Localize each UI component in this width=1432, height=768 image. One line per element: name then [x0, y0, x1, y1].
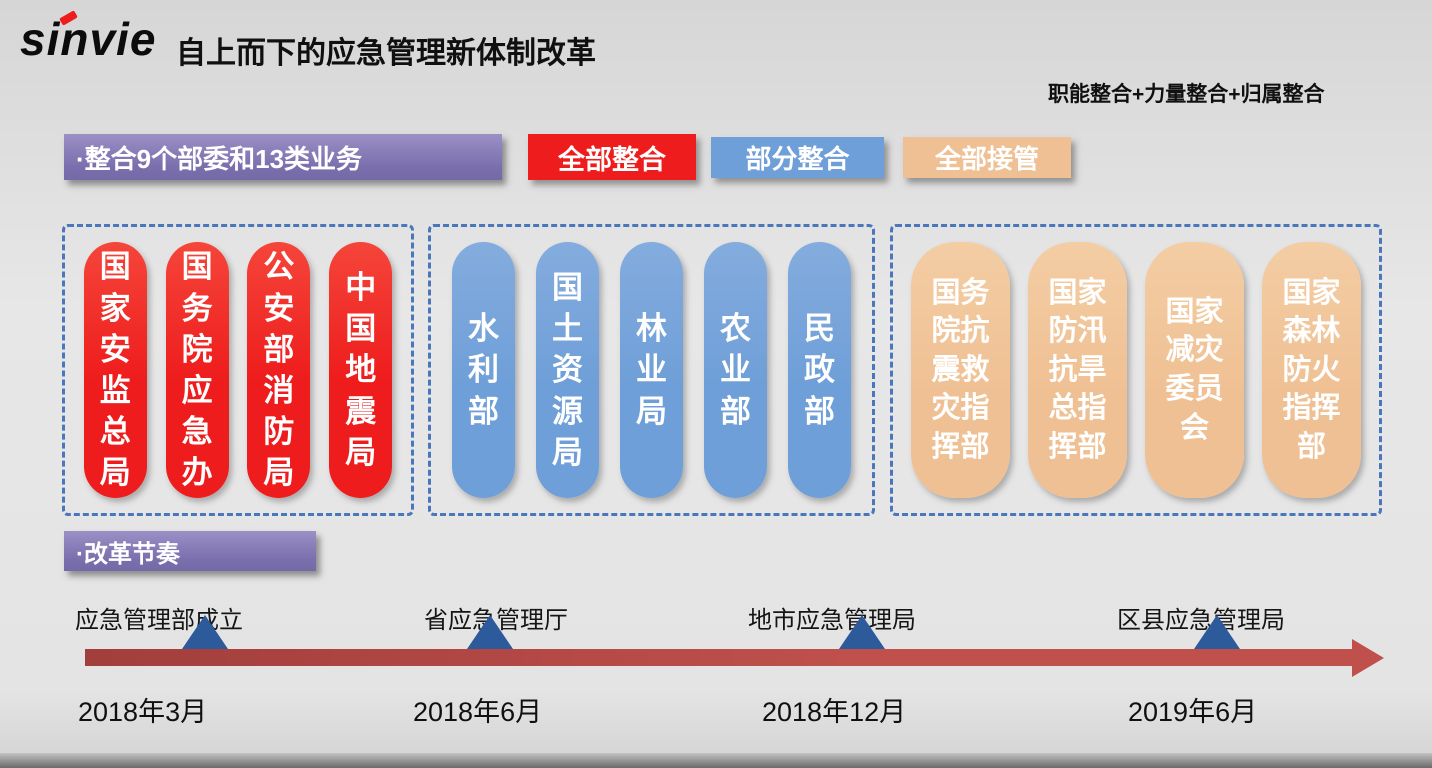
page-title: 自上而下的应急管理新体制改革 [176, 37, 596, 70]
agency-pill: 公安部消防局 [247, 242, 311, 498]
agency-pill: 国家安监总局 [83, 242, 147, 498]
agency-pill: 林业局 [620, 242, 683, 498]
agency-pill-label: 农业部 [720, 311, 751, 429]
agency-pill: 国务院抗震救灾指挥部 [911, 242, 1010, 498]
agency-pill-label: 民政部 [804, 311, 835, 429]
legend-partial-integration: 部分整合 [711, 137, 884, 178]
logo: sinvie [20, 10, 157, 66]
agency-pill-label: 国家安监总局 [99, 249, 131, 491]
agency-pill: 水利部 [452, 242, 515, 498]
bottom-shadow-strip [0, 753, 1432, 768]
logo-text: sinvie [20, 13, 157, 65]
section-banner-rhythm: ·改革节奏 [64, 531, 316, 571]
agency-pill: 国土资源局 [536, 242, 599, 498]
agency-pill: 国务院应急办 [165, 242, 229, 498]
agency-pill-label: 国家防汛抗旱总指挥部 [1048, 276, 1107, 463]
agency-pill: 国家防汛抗旱总指挥部 [1028, 242, 1127, 498]
timeline-date: 2019年6月 [1128, 697, 1258, 727]
timeline-marker-icon [839, 615, 885, 649]
agency-pill-label: 国务院应急办 [181, 249, 213, 491]
agency-pill-label: 国务院抗震救灾指挥部 [931, 276, 990, 463]
timeline-arrowhead-icon [1352, 639, 1384, 677]
group-full-takeover: 国务院抗震救灾指挥部 国家防汛抗旱总指挥部 国家减灾委员会 国家森林防火指挥部 [890, 224, 1382, 516]
agency-pill-label: 国家减灾委员会 [1165, 295, 1224, 444]
agency-pill-label: 林业局 [636, 311, 667, 429]
agency-pill: 国家森林防火指挥部 [1262, 242, 1361, 498]
agency-pill: 中国地震局 [329, 242, 393, 498]
agency-pill-label: 国家森林防火指挥部 [1282, 276, 1341, 463]
agency-pill: 民政部 [788, 242, 851, 498]
timeline-date: 2018年12月 [762, 697, 907, 727]
agency-pill-label: 水利部 [468, 311, 499, 429]
agency-pill: 国家减灾委员会 [1145, 242, 1244, 498]
timeline-marker-icon [182, 615, 228, 649]
group-partial-integration: 水利部 国土资源局 林业局 农业部 民政部 [428, 224, 875, 516]
timeline-date: 2018年6月 [413, 697, 543, 727]
timeline-arrow [85, 649, 1355, 666]
agency-pill-label: 中国地震局 [345, 269, 377, 470]
timeline-marker-icon [467, 615, 513, 649]
agency-pill-label: 国土资源局 [552, 269, 583, 470]
agency-pill-label: 公安部消防局 [263, 249, 295, 491]
legend-full-takeover: 全部接管 [903, 137, 1071, 178]
group-full-integration: 国家安监总局 国务院应急办 公安部消防局 中国地震局 [62, 224, 414, 516]
legend-full-integration: 全部整合 [528, 134, 696, 180]
agency-pill: 农业部 [704, 242, 767, 498]
timeline-label: 地市应急管理局 [748, 607, 916, 634]
header-tagline: 职能整合+力量整合+归属整合 [1048, 83, 1325, 106]
timeline-date: 2018年3月 [78, 697, 208, 727]
section-banner-integration: ·整合9个部委和13类业务 [64, 134, 502, 180]
timeline-marker-icon [1194, 615, 1240, 649]
